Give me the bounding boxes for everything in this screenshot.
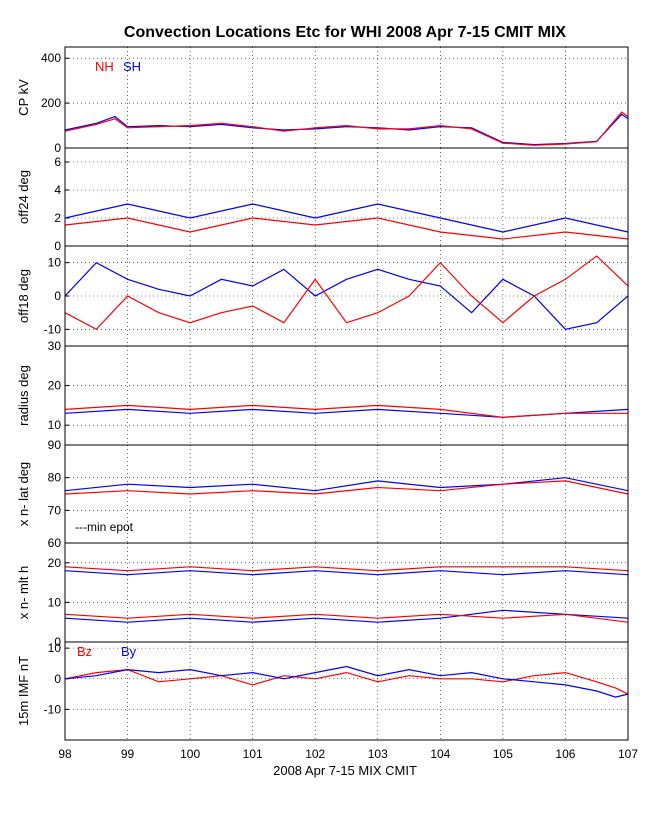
panel-2-series-1 [65, 217, 628, 240]
panel-2-series [65, 203, 628, 240]
panel-1-series [65, 111, 628, 146]
panel-7-frame [64, 641, 629, 741]
panel-6: 0 10 20 x n- mlt h [16, 542, 629, 649]
panel-5-series-1 [65, 480, 628, 495]
panel-1-ytick-2: 400 [41, 51, 61, 65]
panel-6-series-3 [65, 613, 628, 623]
panel-6-ytick-1: 10 [48, 595, 62, 609]
panel-7-ytick-0: -10 [44, 702, 62, 716]
panel-7-ytick-1: 0 [54, 672, 61, 686]
panel-7-ylabel: 15m IMF nT [16, 656, 31, 726]
panel-6-frame [64, 542, 629, 643]
x-tick-101: 101 [243, 747, 263, 761]
panel-6-ytick-0: 0 [54, 635, 61, 649]
panel-5-series [65, 477, 628, 495]
panel-7-legend-by: By [121, 644, 137, 659]
panel-6-ylabel: x n- mlt h [16, 566, 31, 619]
panel-6-ytick-2: 20 [48, 556, 62, 570]
panel-2-ytick-3: 6 [54, 155, 61, 169]
panel-3-series-1 [65, 255, 628, 331]
x-axis-ticks: 98 99 100 101 102 103 104 105 106 107 [58, 747, 638, 761]
panel-7: -10 0 10 15m IMF nT Bz By [16, 641, 629, 741]
panel-6-series-0 [65, 570, 628, 576]
panel-4-series-0 [65, 408, 628, 418]
x-tick-104: 104 [430, 747, 450, 761]
panel-2-ytick-1: 2 [54, 211, 61, 225]
panel-7-series [65, 665, 628, 698]
panel-7-series-1 [65, 665, 628, 698]
panel-5-ytick-2: 80 [48, 471, 62, 485]
panel-3-ytick-2: 10 [48, 256, 62, 270]
x-tick-107: 107 [618, 747, 638, 761]
panel-2: 0 2 4 6 off24 deg [16, 147, 629, 253]
panel-4-ytick-1: 20 [48, 379, 62, 393]
panel-4-ytick-0: 10 [48, 418, 62, 432]
panel-3-ytick-0: -10 [44, 322, 62, 336]
panel-5-ytick-3: 90 [48, 438, 62, 452]
panel-1-ytick-1: 200 [41, 96, 61, 110]
panel-4-frame [64, 345, 629, 446]
panel-6-series-2 [65, 566, 628, 572]
x-tick-98: 98 [58, 747, 72, 761]
panel-5-series-0 [65, 477, 628, 492]
x-axis-label: 2008 Apr 7-15 MIX CMIT [273, 763, 417, 778]
panel-1-ytick-0: 0 [54, 141, 61, 155]
panel-2-ytick-0: 0 [54, 239, 61, 253]
panel-7-series-0 [65, 668, 628, 695]
panel-6-series-1 [65, 609, 628, 623]
panel-1-series-0 [65, 113, 628, 146]
panel-1: 0 200 400 CP kV NH SH [16, 46, 629, 155]
panel-2-series-0 [65, 203, 628, 233]
panel-5-annotation: ---min epot [75, 520, 134, 534]
x-tick-102: 102 [305, 747, 325, 761]
panel-5: 60 70 80 90 x n- lat deg ---min epot [16, 438, 629, 550]
panel-4-ylabel: radius deg [16, 365, 31, 426]
panel-2-ytick-2: 4 [54, 183, 61, 197]
panel-3: -10 0 10 off18 deg [16, 245, 629, 347]
panel-4-series [65, 404, 628, 418]
x-tick-105: 105 [493, 747, 513, 761]
panel-5-ytick-1: 70 [48, 503, 62, 517]
panel-1-frame [64, 46, 629, 149]
panel-5-ytick-0: 60 [48, 536, 62, 550]
panel-5-ylabel: x n- lat deg [16, 462, 31, 526]
chart-title: Convection Locations Etc for WHI 2008 Ap… [124, 24, 566, 41]
panel-4-ytick-2: 30 [48, 339, 62, 353]
panel-3-ylabel: off18 deg [16, 269, 31, 323]
panel-1-ylabel: CP kV [16, 79, 31, 116]
panel-4-series-1 [65, 404, 628, 418]
panel-2-frame [64, 147, 629, 247]
panel-4: 10 20 30 radius deg [16, 339, 629, 446]
x-tick-100: 100 [180, 747, 200, 761]
panel-1-series-1 [65, 111, 628, 146]
x-tick-99: 99 [121, 747, 135, 761]
panel-7-ytick-2: 10 [48, 641, 62, 655]
panel-3-series [65, 255, 628, 331]
panel-1-legend-nh: NH [95, 59, 114, 74]
panel-5-frame [64, 444, 629, 544]
panel-3-ytick-1: 0 [54, 289, 61, 303]
x-tick-103: 103 [368, 747, 388, 761]
panel-2-ylabel: off24 deg [16, 170, 31, 224]
panel-7-legend-bz: Bz [77, 644, 92, 659]
panel-6-series [65, 566, 628, 623]
panel-1-legend-sh: SH [123, 59, 141, 74]
x-tick-106: 106 [555, 747, 575, 761]
